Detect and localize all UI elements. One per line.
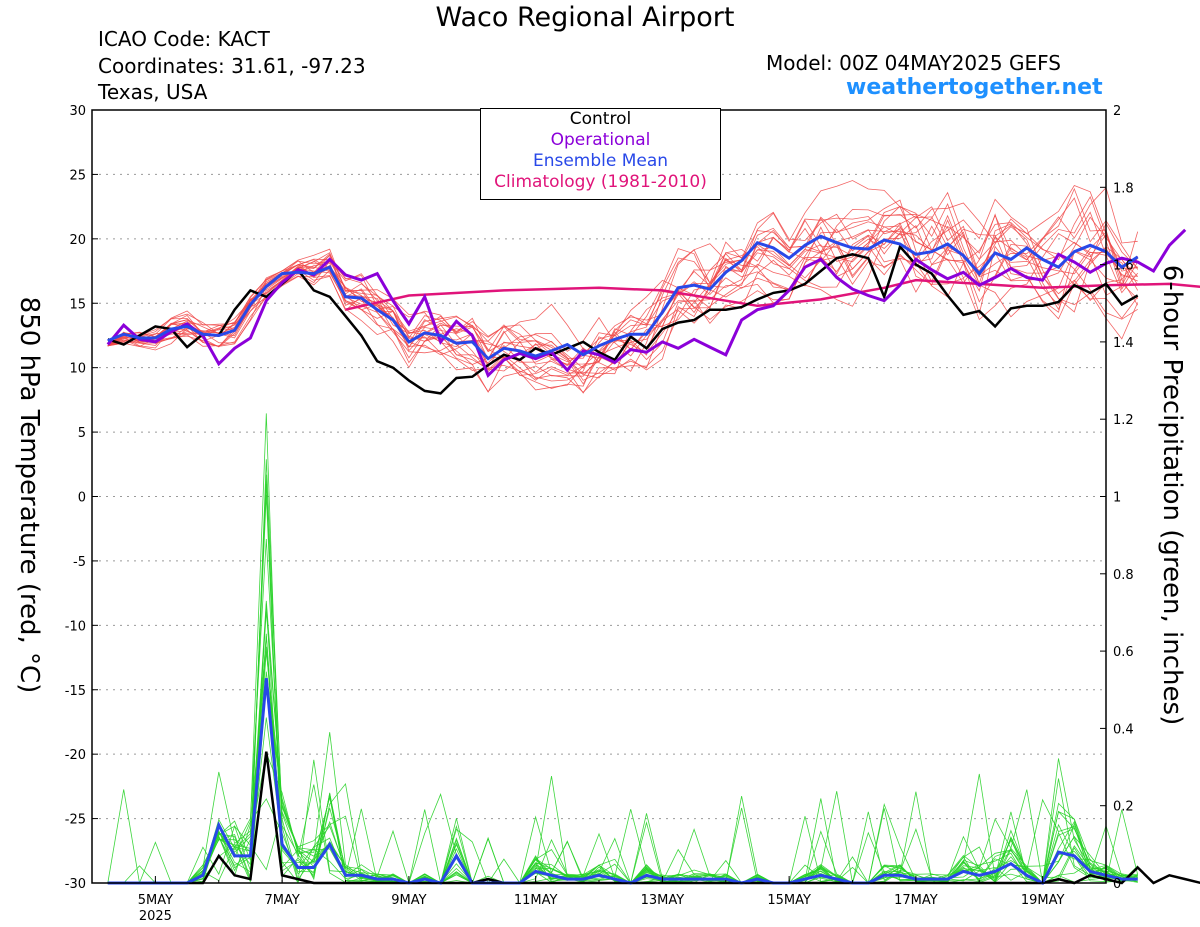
precip-member-line [107,778,1138,884]
y-right-tick-label: 1.4 [1113,336,1134,351]
temp-member-lines [107,180,1139,394]
precip-member-line [107,682,1138,884]
y-left-tick-label: 10 [69,362,86,377]
y-left-tick-label: 20 [69,233,86,248]
climatology-line [345,278,1200,311]
y-left-tick-label: -15 [65,684,86,699]
precip-member-lines [107,413,1139,885]
y-right-tick-label: 0.2 [1113,800,1134,815]
temp-members [107,180,1139,394]
axis-ticks: 302520151050-5-10-15-20-25-3021.81.61.41… [65,104,1134,924]
y-axis-left-label: 850 hPa Temperature (red, °C) [14,296,44,694]
y-right-tick-label: 0.6 [1113,645,1134,660]
precip-members [107,413,1139,885]
y-left-tick-label: -30 [65,877,86,892]
x-year-label: 2025 [139,909,172,924]
grid-lines [92,173,1106,820]
ensemble-mean-line [107,234,1139,361]
site-link[interactable]: weathertogether.net [846,75,1103,100]
main-series [106,228,1200,885]
y-right-tick-label: 1 [1113,491,1121,506]
operational-line [106,228,1187,379]
x-tick-label: 15MAY [767,893,811,908]
legend-control: Control [569,109,632,129]
legend-operational: Operational [550,130,651,150]
precip-control-line [107,751,1200,885]
temp-member-line [107,198,1139,367]
x-tick-label: 7MAY [264,893,299,908]
temp-member-line [107,186,1138,360]
y-axis-right-label: 6-hour Precipitation (green, inches) [1157,264,1187,726]
y-left-tick-label: 25 [69,168,86,183]
x-tick-label: 19MAY [1021,893,1065,908]
legend-climatology: Climatology (1981-2010) [494,172,707,192]
x-tick-label: 5MAY [138,893,173,908]
y-right-tick-label: 2 [1113,104,1121,119]
y-right-tick-label: 1.6 [1113,259,1134,274]
legend-ensemble-mean: Ensemble Mean [532,151,669,171]
legend: Control Operational Ensemble Mean Climat… [480,108,721,200]
y-left-tick-label: 30 [69,104,86,119]
y-right-tick-label: 0.8 [1113,568,1134,583]
y-left-tick-label: 5 [78,426,86,441]
y-left-tick-label: 15 [69,297,86,312]
y-left-tick-label: -10 [65,619,86,634]
y-right-tick-label: 1.2 [1113,413,1134,428]
precip-member-line [107,600,1138,884]
y-left-tick-label: 0 [78,491,86,506]
precip-member-line [107,413,1138,884]
y-right-tick-label: 0 [1113,877,1121,892]
chart-title: Waco Regional Airport [435,2,735,33]
region-label: Texas, USA [98,80,208,104]
icao-code: ICAO Code: KACT [98,27,270,51]
coordinates: Coordinates: 31.61, -97.23 [98,54,366,78]
precip-ensemble-mean-line [107,678,1138,885]
y-right-tick-label: 1.8 [1113,181,1134,196]
x-tick-label: 9MAY [391,893,426,908]
model-run: Model: 00Z 04MAY2025 GEFS [766,51,1061,75]
y-left-tick-label: -25 [65,813,86,828]
x-tick-label: 11MAY [514,893,558,908]
y-left-tick-label: -20 [65,748,86,763]
x-tick-label: 17MAY [894,893,938,908]
y-left-tick-label: -5 [73,555,86,570]
x-tick-label: 13MAY [641,893,685,908]
y-right-tick-label: 0.4 [1113,722,1134,737]
